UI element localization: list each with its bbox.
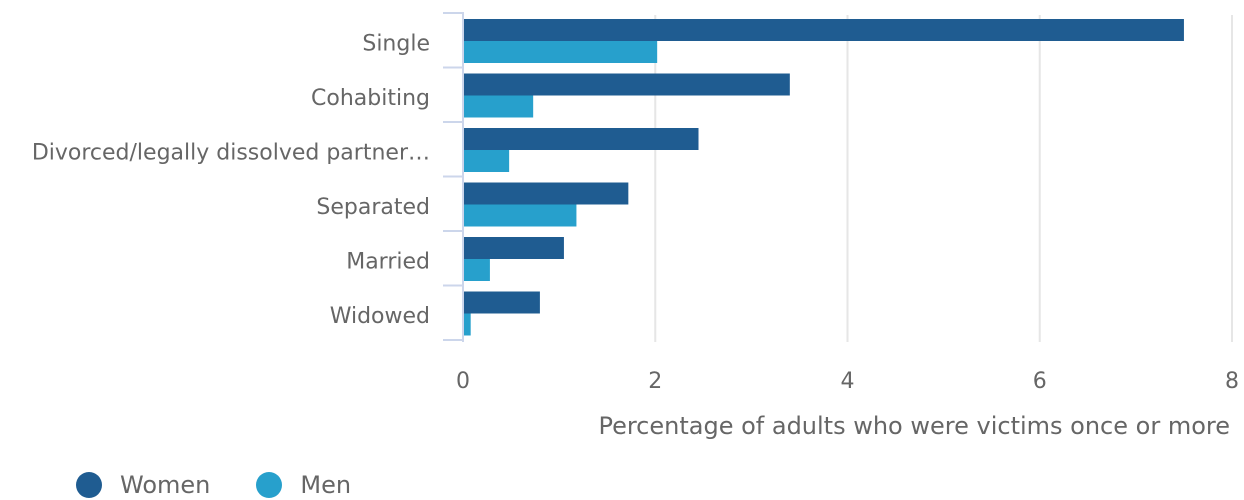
- bar-women: [464, 182, 629, 205]
- legend-label-women: Women: [120, 471, 211, 499]
- x-tick-label: 4: [841, 369, 855, 394]
- legend-item-women: Women: [76, 471, 210, 499]
- y-category-label: Divorced/legally dissolved partner…: [32, 140, 430, 165]
- x-axis-label: Percentage of adults who were victims on…: [598, 412, 1230, 440]
- y-category-label: Cohabiting: [311, 86, 430, 111]
- bar-women: [464, 291, 540, 314]
- legend-swatch-women: [76, 472, 102, 498]
- legend-swatch-men: [256, 472, 283, 498]
- x-tick-label: 2: [648, 369, 662, 394]
- bar-men: [464, 204, 577, 227]
- bars: [464, 19, 1184, 336]
- bar-chart: Single Cohabiting Divorced/legally dissolv…: [32, 12, 1239, 440]
- legend-item-men: Men: [256, 471, 351, 499]
- bar-women: [464, 237, 564, 259]
- bar-women: [464, 128, 699, 150]
- legend: Women Men: [76, 470, 397, 500]
- y-category-label: Widowed: [330, 304, 430, 329]
- x-tick-label: 0: [456, 369, 470, 394]
- bar-men: [464, 259, 490, 281]
- bar-men: [464, 313, 471, 336]
- y-category-label: Separated: [316, 195, 430, 220]
- x-tick-label: 8: [1225, 369, 1239, 394]
- bar-men: [464, 150, 510, 172]
- x-tick-label: 6: [1033, 369, 1047, 394]
- x-axis-ticks: 0 2 4 6 8: [456, 369, 1239, 394]
- y-category-label: Married: [346, 249, 430, 274]
- y-axis: Single Cohabiting Divorced/legally dissolv…: [32, 12, 464, 342]
- bar-women: [464, 73, 790, 96]
- y-category-label: Single: [362, 31, 430, 56]
- bar-women: [464, 19, 1184, 41]
- bar-men: [464, 95, 534, 118]
- gridlines: [654, 15, 1233, 342]
- legend-label-men: Men: [300, 471, 352, 499]
- bar-men: [464, 41, 658, 63]
